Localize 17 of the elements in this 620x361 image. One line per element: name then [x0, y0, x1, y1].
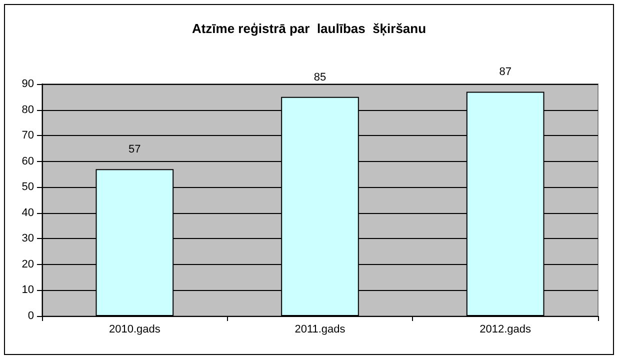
- y-tick-label: 70: [22, 130, 34, 142]
- y-tick-label: 10: [22, 284, 34, 296]
- y-tick-label: 60: [22, 155, 34, 168]
- y-tick-label: 80: [22, 104, 34, 116]
- chart-title: Atzīme reģistrā par laulības šķiršanu: [192, 21, 426, 36]
- x-tick-label: 2011.gads: [294, 324, 346, 336]
- x-tick-label: 2010.gads: [108, 324, 161, 336]
- y-tick-label: 20: [22, 258, 34, 270]
- y-tick-label: 40: [22, 206, 34, 219]
- data-label: 57: [128, 144, 141, 156]
- y-tick-label: 90: [22, 78, 34, 90]
- y-tick-label: 0: [28, 310, 34, 322]
- y-tick-label: 30: [22, 232, 34, 245]
- data-label: 87: [499, 66, 512, 78]
- y-tick-label: 50: [22, 181, 34, 194]
- data-label: 85: [314, 71, 326, 84]
- x-tick-label: 2012.gads: [480, 324, 532, 336]
